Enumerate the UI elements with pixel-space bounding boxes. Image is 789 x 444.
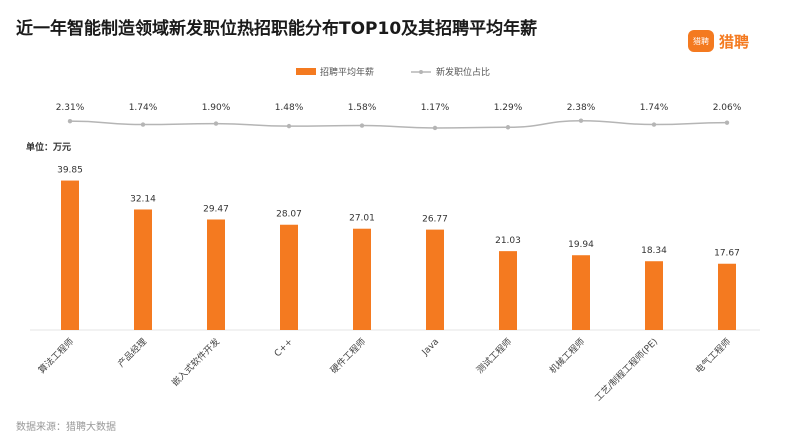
bar xyxy=(61,180,79,330)
bar xyxy=(499,251,517,330)
x-tick-label: Java xyxy=(420,337,441,358)
x-tick-label: 测试工程师 xyxy=(474,336,514,376)
bar xyxy=(426,229,444,330)
bar-value-label: 39.85 xyxy=(57,166,83,176)
line-value-label: 1.74% xyxy=(129,103,158,113)
line-value-label: 1.48% xyxy=(275,103,304,113)
line-point xyxy=(359,123,365,128)
bar xyxy=(353,228,371,330)
x-tick-label: C++ xyxy=(273,337,295,359)
line-value-label: 2.06% xyxy=(713,103,742,113)
bar-value-label: 28.07 xyxy=(276,210,302,220)
line-point xyxy=(651,122,657,127)
bar xyxy=(207,219,225,330)
bar xyxy=(718,263,736,330)
liepin-logo: 猎聘 猎聘 xyxy=(688,30,749,52)
line-value-label: 1.58% xyxy=(348,103,377,113)
bar xyxy=(572,255,590,330)
line-point xyxy=(67,118,73,124)
bar-value-label: 26.77 xyxy=(422,215,448,225)
line-value-label: 1.90% xyxy=(202,103,231,113)
bar-value-label: 21.03 xyxy=(495,236,521,246)
share-line xyxy=(69,119,728,129)
legend-bar-swatch xyxy=(296,68,316,75)
line-value-label: 2.38% xyxy=(567,103,596,113)
line-value-label: 1.74% xyxy=(640,103,669,113)
x-tick-label: 电气工程师 xyxy=(693,336,733,376)
line-point xyxy=(213,121,219,126)
chart-title: 近一年智能制造领域新发职位热招职能分布TOP10及其招聘平均年薪 xyxy=(16,19,538,39)
line-value-label: 2.31% xyxy=(56,103,85,113)
bar xyxy=(280,224,298,330)
x-tick-label: 嵌入式软件开发 xyxy=(169,336,222,389)
bar-value-label: 18.34 xyxy=(641,246,667,256)
data-source: 数据来源：猎聘大数据 xyxy=(16,422,116,433)
bar-value-label: 19.94 xyxy=(568,240,594,250)
line-point xyxy=(286,123,292,129)
legend: 招聘平均年薪 新发职位占比 xyxy=(296,66,490,78)
logo-text: 猎聘 xyxy=(719,32,750,51)
x-tick-label: 硬件工程师 xyxy=(328,336,368,376)
x-tick-label: 产品经理 xyxy=(115,336,149,370)
line-point xyxy=(724,120,730,125)
line-point xyxy=(505,125,511,130)
unit-label: 单位：万元 xyxy=(26,141,71,153)
x-tick-label: 工艺/制程工程师(PE) xyxy=(592,336,660,404)
line-point xyxy=(432,125,438,131)
line-value-label: 1.29% xyxy=(494,103,523,113)
bar-value-label: 27.01 xyxy=(349,214,375,224)
bar xyxy=(645,261,663,330)
bar xyxy=(134,209,152,330)
line-value-label: 1.17% xyxy=(421,103,450,113)
legend-line-label: 新发职位占比 xyxy=(436,66,490,78)
line-point xyxy=(578,118,584,123)
logo-badge-icon: 猎聘 xyxy=(688,30,714,52)
bar-value-label: 29.47 xyxy=(203,204,229,214)
bar-value-label: 32.14 xyxy=(130,194,156,204)
legend-line-marker xyxy=(419,70,423,74)
bar-value-label: 17.67 xyxy=(714,249,740,259)
legend-bar-label: 招聘平均年薪 xyxy=(320,66,374,78)
x-tick-label: 算法工程师 xyxy=(36,336,76,376)
x-tick-label: 机械工程师 xyxy=(547,336,587,376)
line-point xyxy=(140,122,146,127)
